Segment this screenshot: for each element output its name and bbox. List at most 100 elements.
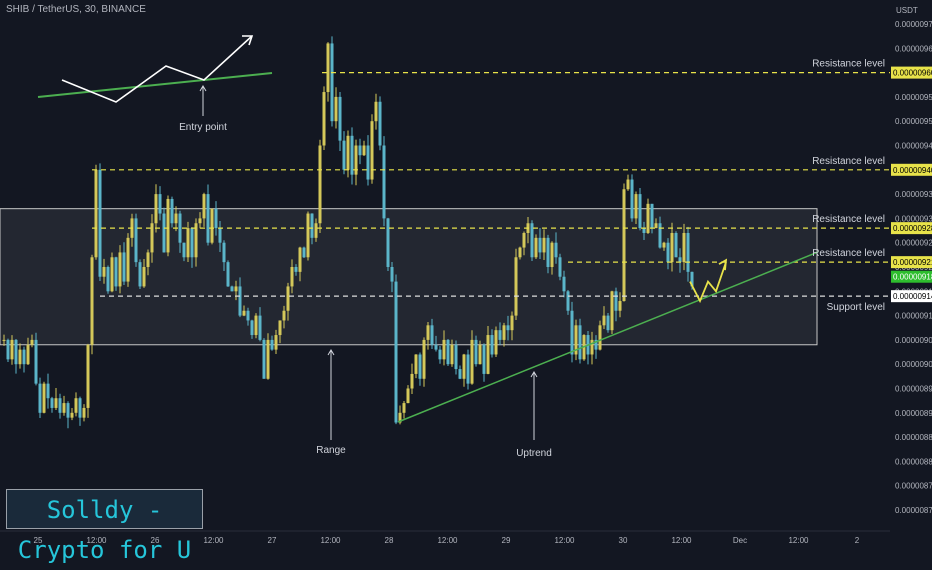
candle-body [186, 228, 190, 258]
level-price-badge-text: 0.00000960 [893, 69, 932, 78]
candle-body [394, 281, 398, 423]
candle-body [298, 247, 302, 272]
candle-body [158, 194, 162, 214]
candle-body [522, 232, 526, 248]
candle-body [314, 223, 318, 238]
candle-body [50, 398, 54, 408]
candle-body [206, 194, 210, 243]
candle-body [554, 242, 558, 258]
time-tick-label: 12:00 [671, 536, 692, 545]
candle-body [378, 101, 382, 146]
candle-body [358, 145, 362, 156]
candle-body [98, 169, 102, 277]
candle-body [478, 344, 482, 365]
time-tick-label: 12:00 [554, 536, 575, 545]
currency-label: USDT [896, 6, 918, 15]
candle-body [102, 267, 106, 277]
candle-body [282, 310, 286, 321]
candle-body [322, 92, 326, 146]
candle-body [346, 135, 350, 170]
price-tick-label: 0.00000905 [895, 336, 932, 345]
candle-body [106, 267, 110, 292]
candle-body [562, 276, 566, 292]
candles-layer [2, 36, 694, 429]
candle-body [550, 242, 554, 267]
candle-body [494, 330, 498, 355]
candle-body [574, 325, 578, 355]
candle-body [302, 247, 306, 258]
candle-body [210, 208, 214, 243]
level-price-badge [891, 290, 932, 303]
candle-body [686, 232, 690, 272]
candle-body [278, 320, 282, 336]
candle-body [34, 339, 38, 384]
candle-body [534, 237, 538, 258]
candle-body [42, 383, 46, 413]
candle-body [646, 203, 650, 233]
candle-body [618, 301, 622, 311]
lines-layer [37, 35, 890, 423]
candle-body [614, 291, 618, 311]
candle-body [366, 145, 370, 180]
annotation-label: Entry point [179, 122, 227, 133]
candle-body [594, 339, 598, 350]
candle-body [430, 325, 434, 345]
candle-body [262, 339, 266, 379]
candle-body [678, 257, 682, 263]
candle-body [390, 267, 394, 282]
uptrend-line [397, 251, 819, 423]
time-tick-label: 2 [855, 536, 860, 545]
candle-body [222, 242, 226, 263]
candle-body [170, 198, 174, 224]
level-price-badge-text: 0.00000914 [893, 292, 932, 301]
labels-layer: Resistance level 0.00000960 Resistance lev… [179, 59, 932, 459]
candle-body [54, 398, 58, 408]
candle-body [626, 179, 630, 190]
candle-body [382, 145, 386, 219]
candle-body [474, 339, 478, 365]
entry-diagram-arrowhead [242, 35, 254, 46]
brand-watermark: Solldy - Crypto for U [6, 489, 203, 564]
symbol-header: SHIB / TetherUS, 30, BINANCE [6, 4, 146, 15]
candle-body [462, 354, 466, 379]
candle-body [266, 339, 270, 379]
candle-body [330, 43, 334, 122]
candle-body [198, 218, 202, 224]
candle-body [62, 403, 66, 413]
candle-body [194, 223, 198, 258]
candle-body [10, 339, 14, 360]
candle-body [78, 398, 82, 418]
level-price-badge [891, 163, 932, 176]
candle-body [202, 194, 206, 219]
candle-body [414, 354, 418, 374]
candle-body [234, 286, 238, 292]
candle-body [154, 194, 158, 224]
time-axis[interactable]: 25 12:00 26 12:00 27 12:00 28 12:00 29 12:00 30 12:… [0, 530, 890, 545]
candle-body [650, 203, 654, 229]
candle-body [602, 315, 606, 326]
candle-body [498, 330, 502, 340]
candle-body [90, 257, 94, 345]
time-tick-label: 12:00 [203, 536, 224, 545]
candle-body [654, 223, 658, 229]
candle-body [446, 339, 450, 365]
candle-body [570, 310, 574, 355]
time-tick-label: 25 [34, 536, 43, 545]
annotation-pointer-head [199, 85, 207, 92]
annotation-label: Uptrend [516, 448, 552, 459]
candle-body [242, 310, 246, 316]
price-tick-label: 0.00000965 [895, 44, 932, 53]
entry-diagram-trendline [37, 72, 273, 98]
level-price-badge [891, 66, 932, 79]
candle-body [162, 213, 166, 253]
candle-body [342, 140, 346, 170]
price-tick-label: 0.00000885 [895, 433, 932, 442]
candle-body [410, 373, 414, 389]
candle-body [82, 407, 86, 418]
candle-body [674, 232, 678, 258]
level-price-badge-text: 0.00000940 [893, 166, 932, 175]
